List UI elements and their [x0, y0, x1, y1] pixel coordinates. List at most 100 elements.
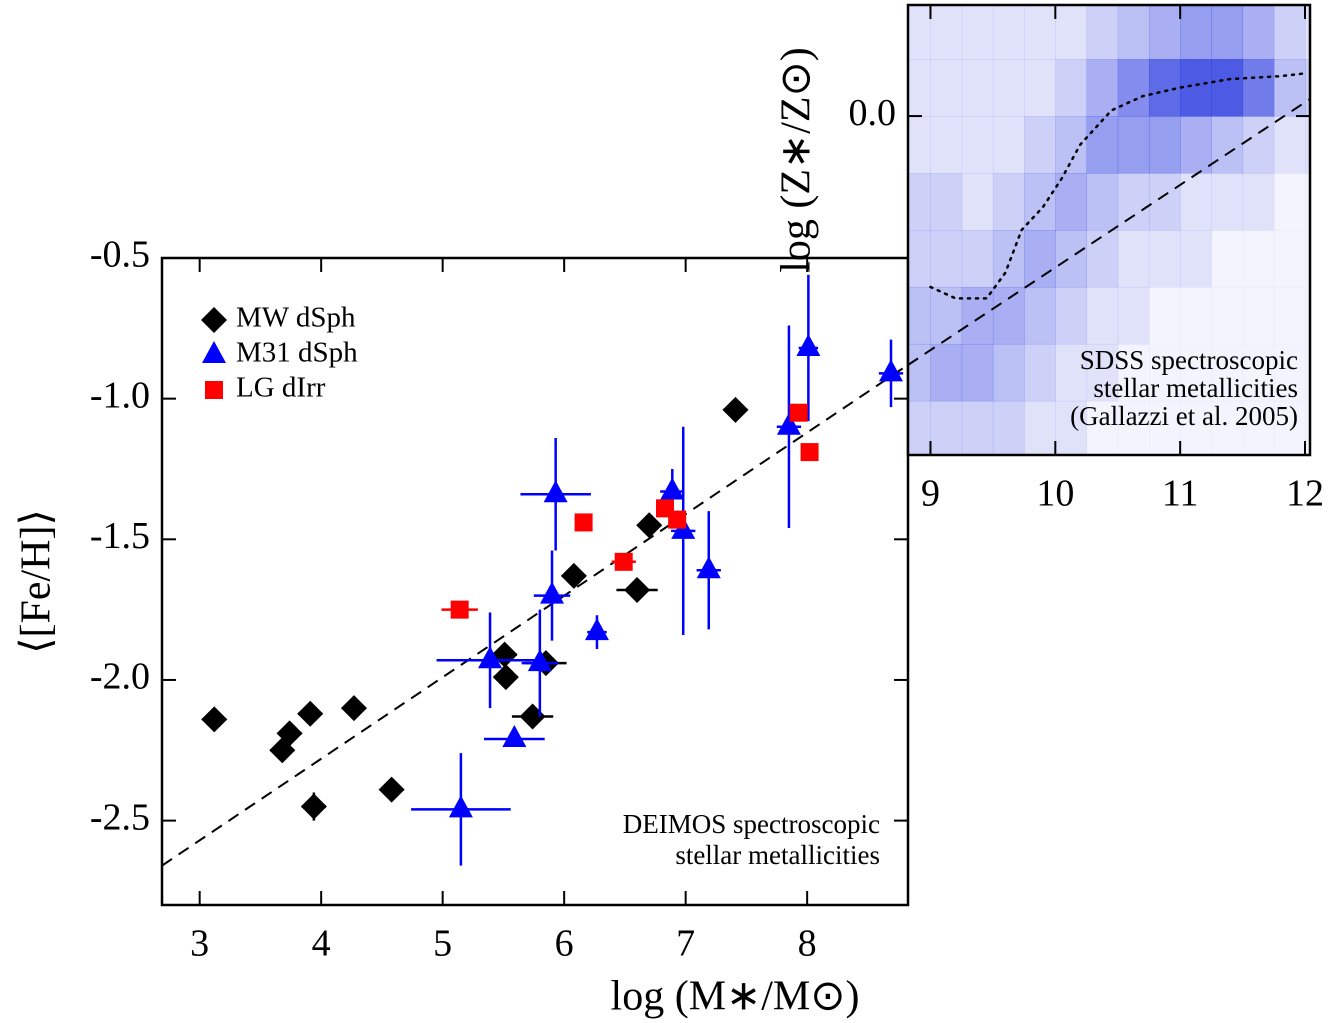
heat-cell	[1055, 59, 1088, 117]
heat-cell	[1211, 400, 1244, 455]
marker	[527, 649, 552, 672]
marker	[540, 581, 565, 604]
heat-cell	[992, 286, 1025, 345]
heat-cell	[1305, 116, 1310, 174]
marker	[878, 359, 903, 382]
marker	[300, 793, 327, 820]
heat-cell	[992, 400, 1025, 455]
heat-cell	[1117, 59, 1150, 117]
marker	[201, 706, 228, 733]
x-tick-label: 12	[1286, 473, 1324, 515]
heat-cell	[1055, 5, 1088, 60]
x-tick-label: 8	[798, 923, 817, 965]
heatmap	[908, 5, 1310, 455]
heat-cell	[1273, 59, 1306, 117]
heat-cell	[1273, 173, 1306, 231]
annotation: SDSS spectroscopic	[1080, 345, 1298, 375]
heat-cell	[1148, 286, 1181, 345]
marker	[202, 341, 226, 363]
legend-label: M31 dSph	[236, 337, 358, 369]
legend-label: LG dIrr	[236, 372, 326, 404]
heat-cell	[992, 173, 1025, 231]
y-tick-label: -1.0	[90, 374, 150, 416]
x-tick-label: 7	[676, 923, 695, 965]
heat-cell	[1242, 343, 1275, 402]
heat-cell	[1055, 400, 1088, 455]
heat-cell	[1180, 230, 1212, 288]
heat-cell	[1148, 59, 1181, 117]
annotation: stellar metallicities	[675, 840, 880, 870]
heat-cell	[1242, 59, 1275, 117]
fit-line	[908, 98, 1310, 366]
x-tick-label: 5	[433, 923, 452, 965]
heat-cell	[992, 343, 1025, 402]
heat-cell	[1273, 400, 1306, 455]
x-axis-label: log (M∗/M⊙)	[611, 974, 860, 1020]
heat-cell	[961, 173, 994, 231]
heat-cell	[908, 5, 931, 60]
x-tick-label: 3	[190, 923, 209, 965]
marker	[668, 510, 687, 529]
heat-cell	[1305, 400, 1310, 455]
marker	[448, 795, 473, 818]
heat-cell	[930, 230, 963, 288]
marker	[205, 381, 223, 399]
heat-cell	[1024, 400, 1056, 455]
heat-cell	[1055, 286, 1088, 345]
heat-cell	[961, 5, 994, 60]
heat-cell	[1024, 5, 1056, 60]
heat-cell	[1117, 116, 1150, 174]
x-tick-label: 6	[555, 923, 574, 965]
heat-cell	[1148, 400, 1181, 455]
heat-cell	[1086, 286, 1119, 345]
heat-cell	[1148, 230, 1181, 288]
heat-cell	[1086, 5, 1119, 60]
marker	[201, 307, 227, 333]
heat-cell	[1148, 173, 1181, 231]
heat-cell	[1211, 116, 1244, 174]
heat-cell	[1273, 343, 1306, 402]
y-axis-label: log (Z∗/Z⊙)	[774, 47, 820, 273]
legend-label: MW dSph	[236, 302, 356, 334]
heat-cell	[961, 400, 994, 455]
heat-cell	[961, 59, 994, 117]
heat-cell	[1273, 286, 1306, 345]
marker	[297, 700, 324, 727]
heat-cell	[1180, 400, 1212, 455]
heat-cell	[1305, 173, 1310, 231]
y-tick-label: 0.0	[849, 92, 897, 134]
heat-cell	[1117, 5, 1150, 60]
marker	[614, 552, 633, 571]
heat-cell	[1211, 343, 1244, 402]
marker	[624, 576, 651, 603]
x-tick-label: 9	[921, 473, 940, 515]
heat-cell	[1055, 343, 1088, 402]
y-axis-label: ⟨[Fe/H]⟩	[14, 509, 60, 654]
marker	[800, 443, 819, 462]
annotation: (Gallazzi et al. 2005)	[1070, 401, 1298, 431]
y-tick-label: -0.5	[90, 234, 150, 276]
heat-cell	[1180, 59, 1212, 117]
heat-cell	[908, 59, 931, 117]
heat-cell	[1086, 59, 1119, 117]
marker	[636, 512, 663, 539]
heat-cell	[1024, 230, 1056, 288]
heat-cell	[930, 286, 963, 345]
heat-cell	[908, 116, 931, 174]
x-tick-label: 11	[1162, 473, 1199, 515]
heat-cell	[1055, 230, 1088, 288]
heat-cell	[1086, 400, 1119, 455]
marker	[789, 403, 808, 422]
marker	[519, 703, 546, 730]
heat-cell	[1242, 5, 1275, 60]
heat-cell	[992, 5, 1025, 60]
marker	[276, 720, 303, 747]
heat-cell	[1148, 5, 1181, 60]
heat-cell	[1211, 5, 1244, 60]
heat-cell	[1024, 116, 1056, 174]
heat-cell	[1086, 116, 1119, 174]
heat-cell	[930, 400, 963, 455]
marker	[378, 776, 405, 803]
heat-cell	[1273, 116, 1306, 174]
